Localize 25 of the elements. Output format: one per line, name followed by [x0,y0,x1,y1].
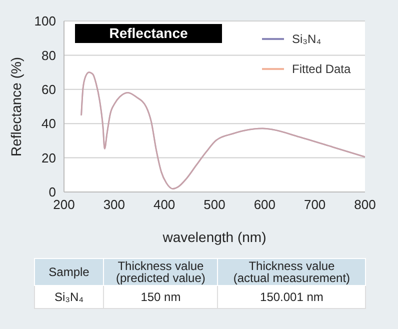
legend-label: Si₃N₄ [292,32,322,46]
y-tick-label: 20 [42,150,56,166]
text: 150 nm [104,286,218,308]
x-tick-label: 800 [354,197,376,212]
line-series [80,72,365,190]
x-tick-label: 200 [53,197,75,212]
y-tick-label: 100 [34,14,56,29]
text: 150.001 nm [218,286,366,308]
y-tick-label: 40 [42,116,56,132]
text: Thickness value (predicted value) [104,258,218,286]
x-tick-label: 500 [204,197,226,212]
y-tick-label: 60 [42,82,56,98]
x-axis-title: wavelength (nm) [162,229,266,245]
y-axis-title: Reflectance (%) [8,56,24,156]
title-box: Reflectance [75,24,222,43]
text: Sample [34,258,104,286]
x-tick-label: 300 [103,197,126,212]
x-tick-label: 400 [153,197,176,212]
legend-label: Fitted Data [292,62,351,76]
x-tick-label: 600 [254,197,276,212]
y-tick-label: 0 [48,184,56,200]
text: Si₃N₄ [34,286,104,308]
text: Thickness value (actual measurement) [218,258,366,286]
y-tick-label: 80 [42,48,56,63]
x-tick-label: 700 [304,197,326,212]
